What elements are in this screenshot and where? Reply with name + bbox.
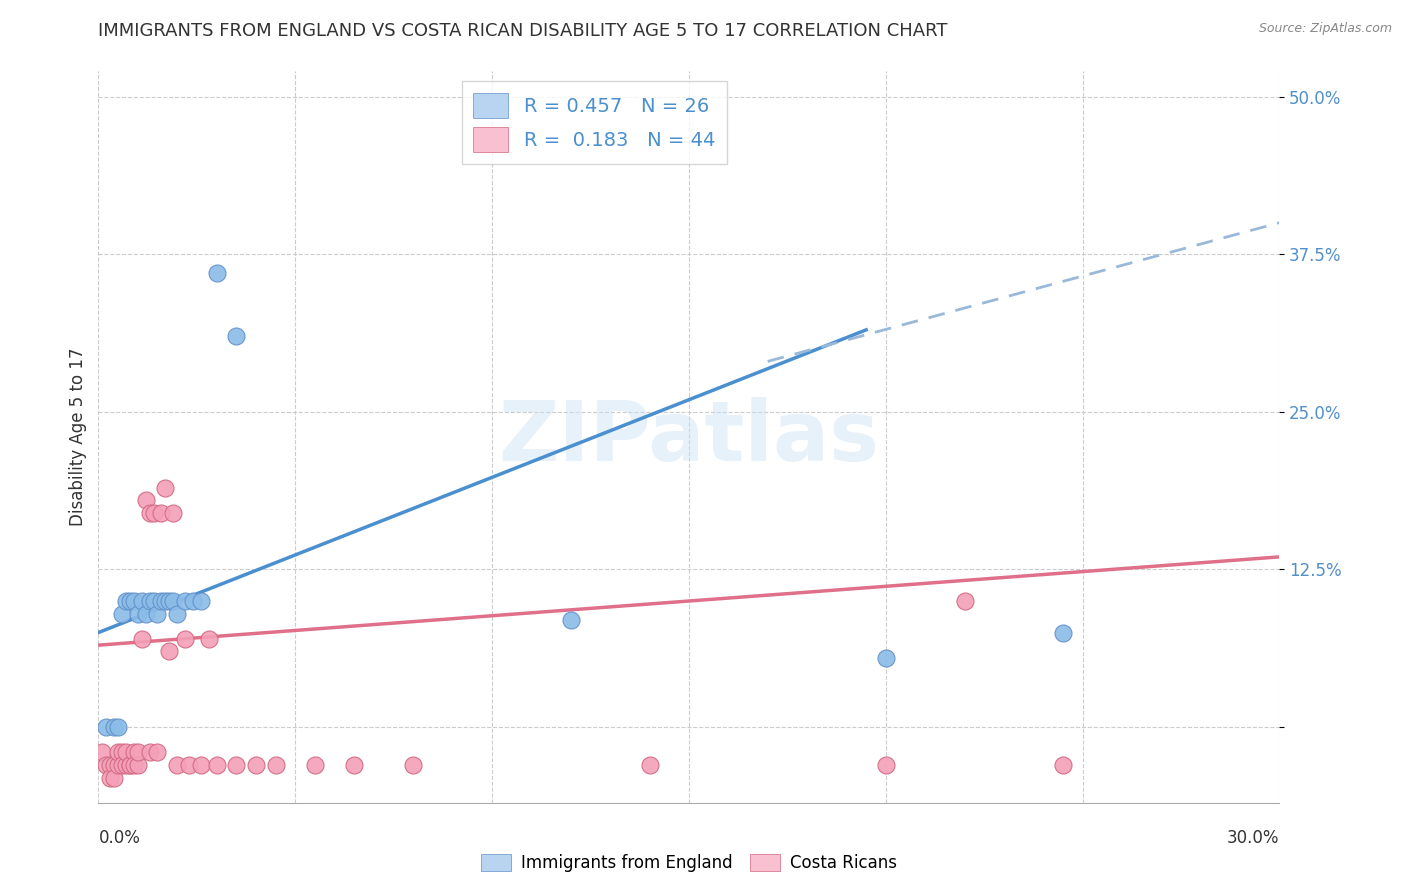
Point — [138, 594, 160, 608]
Point — [225, 329, 247, 343]
Point — [103, 771, 125, 785]
Point — [118, 758, 141, 772]
Point — [190, 594, 212, 608]
Point — [150, 594, 173, 608]
Point — [115, 758, 138, 772]
Text: ZIPatlas: ZIPatlas — [499, 397, 879, 477]
Point — [560, 613, 582, 627]
Point — [245, 758, 267, 772]
Point — [225, 758, 247, 772]
Point — [131, 632, 153, 646]
Point — [166, 758, 188, 772]
Point — [157, 644, 180, 658]
Y-axis label: Disability Age 5 to 17: Disability Age 5 to 17 — [69, 348, 87, 526]
Point — [111, 758, 134, 772]
Point — [142, 594, 165, 608]
Point — [122, 594, 145, 608]
Point — [96, 758, 118, 772]
Point — [115, 594, 138, 608]
Point — [111, 745, 134, 759]
Point — [98, 758, 121, 772]
Point — [122, 758, 145, 772]
Legend: R = 0.457   N = 26, R =  0.183   N = 44: R = 0.457 N = 26, R = 0.183 N = 44 — [461, 81, 727, 164]
Point — [115, 745, 138, 759]
Point — [111, 607, 134, 621]
Point — [146, 745, 169, 759]
Point — [162, 594, 184, 608]
Point — [162, 506, 184, 520]
Point — [166, 607, 188, 621]
Point — [953, 594, 976, 608]
Point — [135, 607, 157, 621]
Point — [875, 758, 897, 772]
Point — [205, 758, 228, 772]
Text: 30.0%: 30.0% — [1227, 829, 1279, 847]
Point — [131, 594, 153, 608]
Point — [118, 758, 141, 772]
Point — [264, 758, 287, 772]
Point — [875, 650, 897, 665]
Point — [127, 758, 149, 772]
Point — [343, 758, 366, 772]
Point — [138, 506, 160, 520]
Text: IMMIGRANTS FROM ENGLAND VS COSTA RICAN DISABILITY AGE 5 TO 17 CORRELATION CHART: IMMIGRANTS FROM ENGLAND VS COSTA RICAN D… — [98, 22, 948, 40]
Point — [1052, 758, 1074, 772]
Point — [138, 745, 160, 759]
Point — [155, 594, 177, 608]
Point — [107, 720, 129, 734]
Point — [155, 481, 177, 495]
Point — [150, 506, 173, 520]
Point — [98, 771, 121, 785]
Point — [181, 594, 204, 608]
Point — [127, 607, 149, 621]
Point — [135, 493, 157, 508]
Point — [177, 758, 200, 772]
Point — [118, 594, 141, 608]
Point — [91, 745, 114, 759]
Point — [107, 758, 129, 772]
Text: 0.0%: 0.0% — [98, 829, 141, 847]
Point — [174, 632, 197, 646]
Point — [304, 758, 326, 772]
Point — [205, 266, 228, 280]
Point — [402, 758, 425, 772]
Point — [638, 758, 661, 772]
Point — [174, 594, 197, 608]
Point — [190, 758, 212, 772]
Point — [103, 720, 125, 734]
Point — [103, 758, 125, 772]
Point — [122, 745, 145, 759]
Point — [142, 506, 165, 520]
Point — [107, 745, 129, 759]
Point — [96, 720, 118, 734]
Point — [1052, 625, 1074, 640]
Point — [157, 594, 180, 608]
Point — [197, 632, 219, 646]
Point — [146, 607, 169, 621]
Point — [127, 745, 149, 759]
Text: Source: ZipAtlas.com: Source: ZipAtlas.com — [1258, 22, 1392, 36]
